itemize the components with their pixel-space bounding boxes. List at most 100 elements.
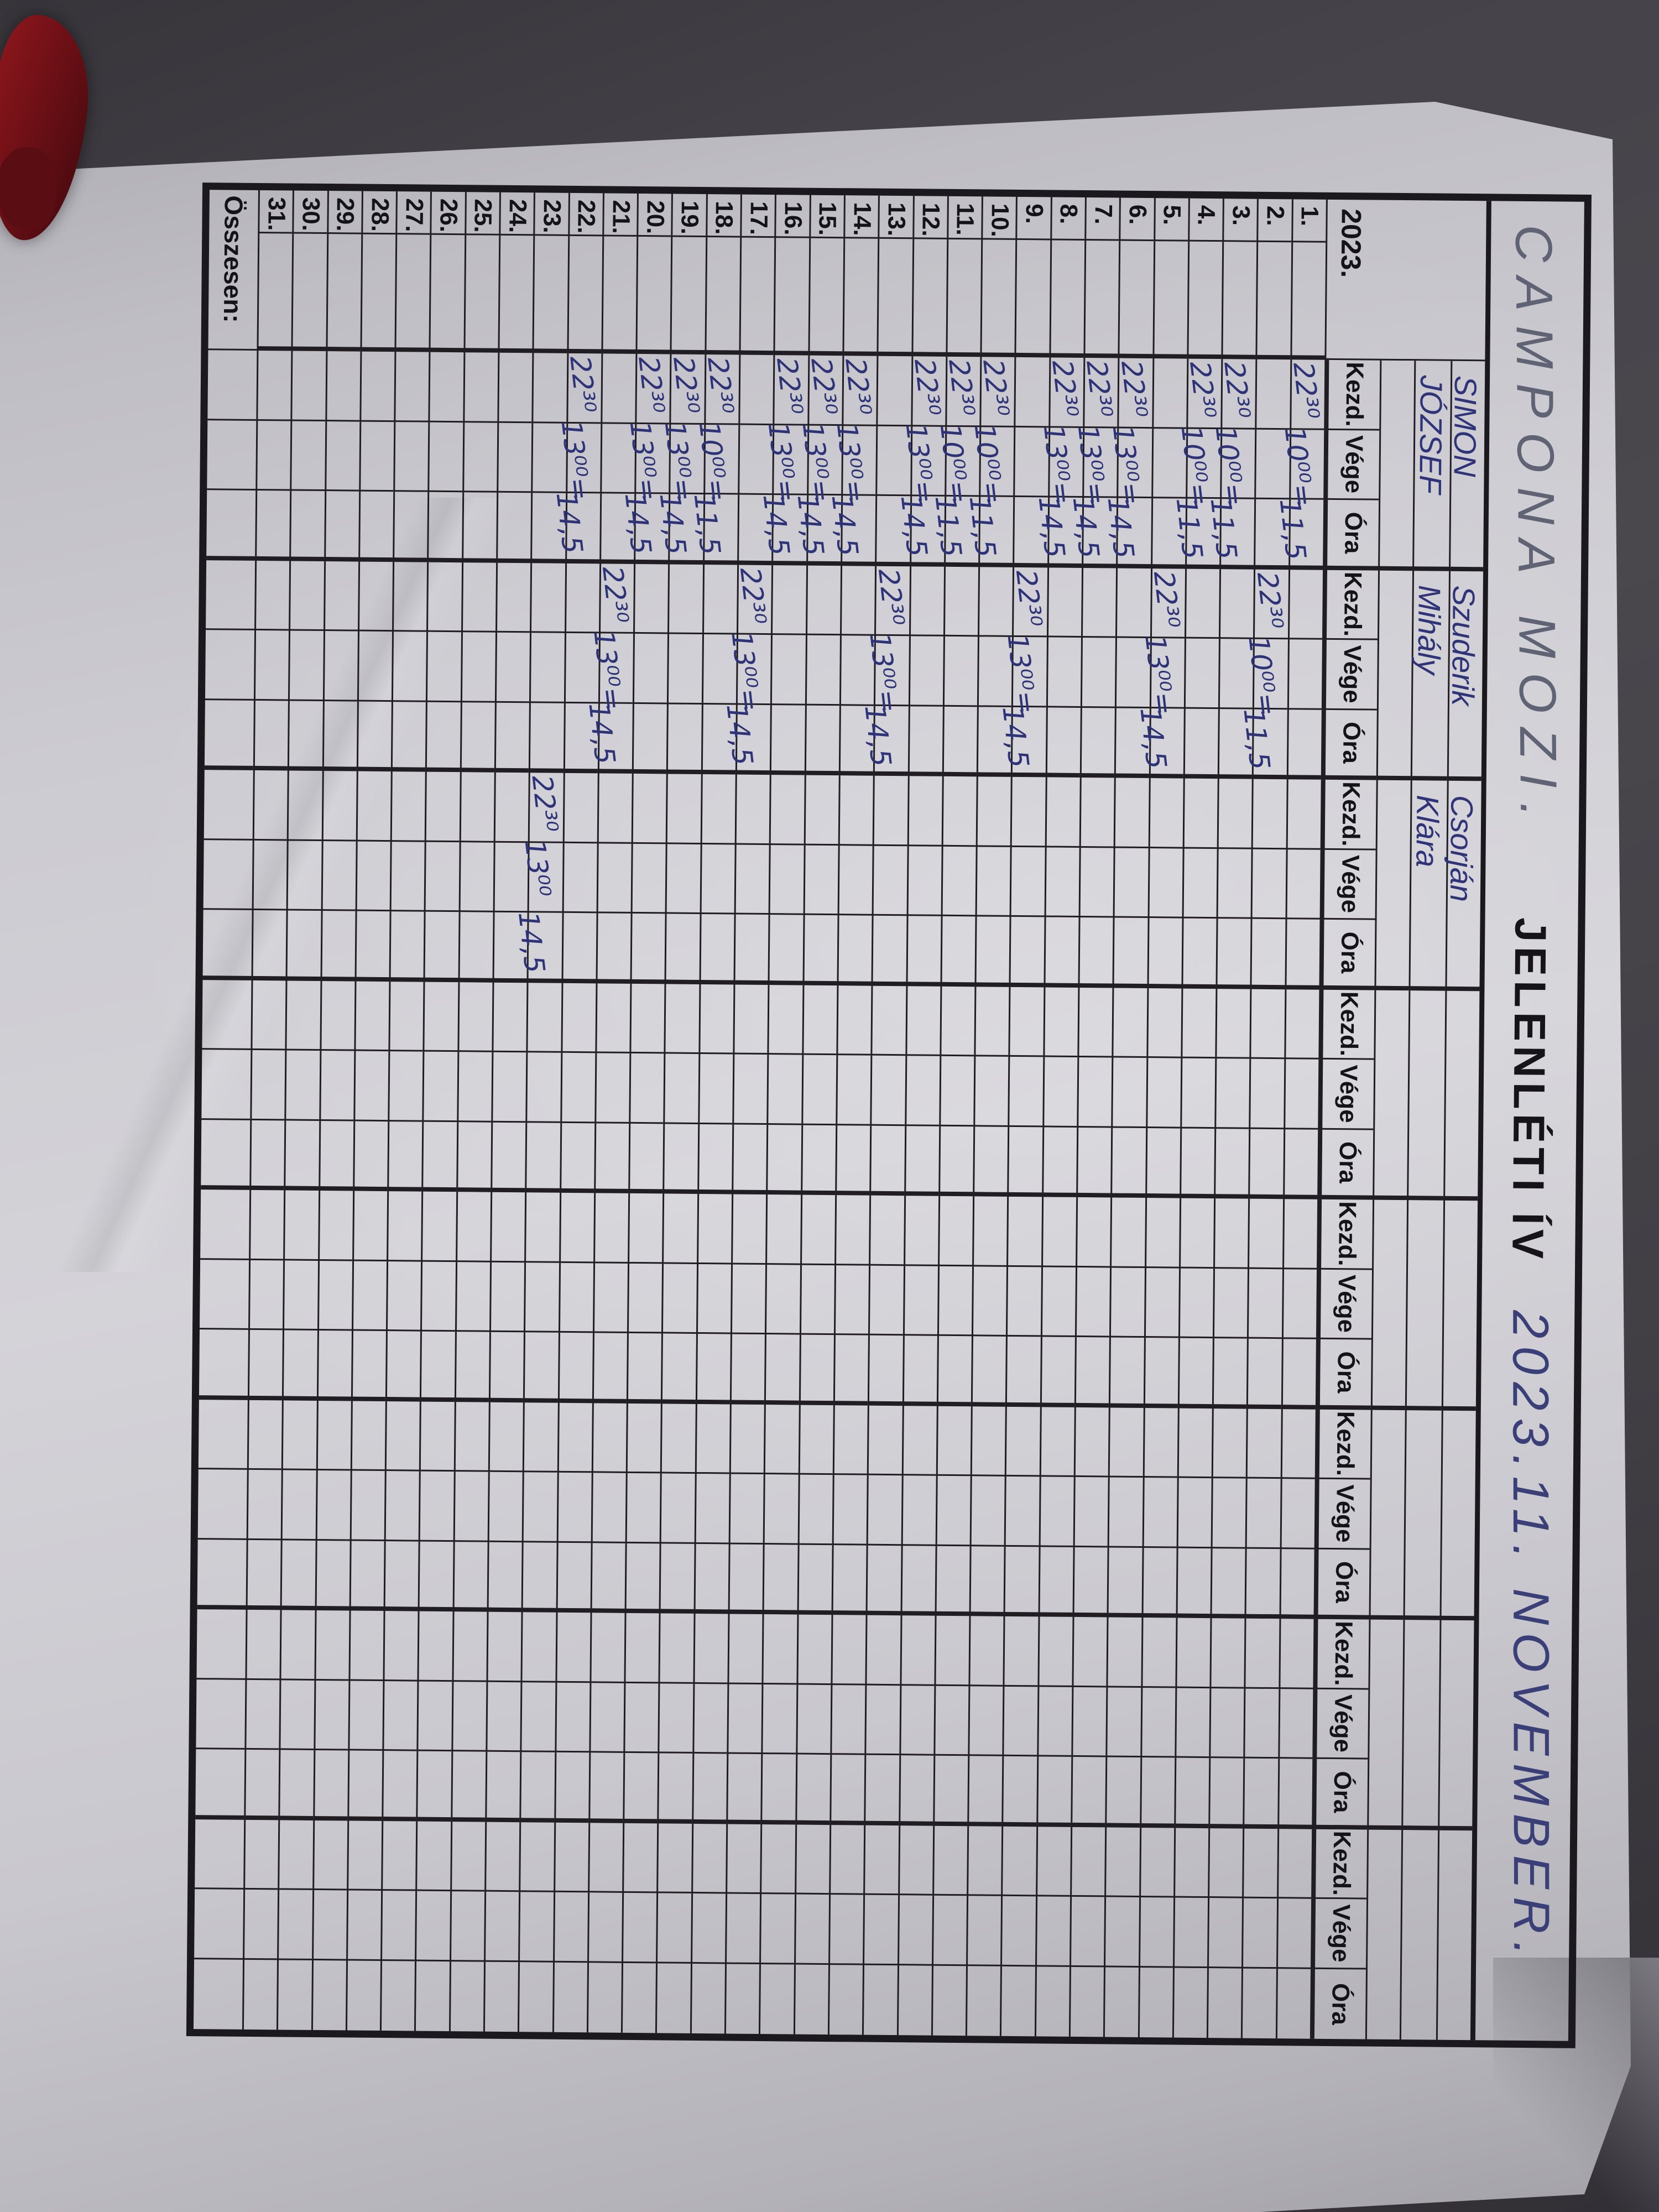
data-cell xyxy=(1040,1266,1076,1337)
handwritten-hours: 14,5 xyxy=(1032,494,1071,560)
data-cell xyxy=(759,1964,794,2034)
data-cell xyxy=(1036,1756,1072,1827)
data-cell xyxy=(905,916,941,987)
day-gap-cell xyxy=(1049,240,1085,358)
data-cell xyxy=(451,1751,486,1822)
data-cell xyxy=(942,706,977,777)
day-number-cell: 22. xyxy=(567,192,603,237)
handwritten-start-time: 22³⁰ xyxy=(1147,568,1186,630)
data-cell xyxy=(1115,568,1151,639)
data-cell xyxy=(801,1055,837,1125)
data-cell xyxy=(252,770,288,841)
data-cell xyxy=(898,1755,934,1826)
data-cell xyxy=(426,632,461,702)
data-cell xyxy=(625,1473,661,1543)
data-cell xyxy=(521,1472,557,1543)
data-cell xyxy=(869,1195,904,1266)
total-empty-cell xyxy=(202,979,252,1050)
data-cell xyxy=(796,1614,832,1685)
data-cell: 13⁰⁰ xyxy=(518,838,563,913)
data-cell xyxy=(278,1819,313,1890)
data-cell: 22³⁰ xyxy=(1046,357,1084,428)
data-cell xyxy=(967,1825,1002,1896)
data-cell xyxy=(1110,1197,1145,1268)
day-gap-cell xyxy=(1290,242,1326,360)
day-gap-cell xyxy=(1118,241,1154,359)
column-label-cell: Óra xyxy=(1321,709,1377,780)
employee-name-cell xyxy=(1441,1200,1478,1411)
header-blank-cell xyxy=(1374,780,1411,990)
data-cell xyxy=(564,563,600,634)
data-cell xyxy=(971,1336,1006,1407)
data-cell xyxy=(864,1755,899,1825)
data-cell xyxy=(1078,917,1113,988)
data-cell: 22³⁰ xyxy=(1147,568,1186,639)
data-cell xyxy=(902,1335,937,1406)
data-cell xyxy=(314,1610,349,1681)
data-cell xyxy=(1000,1896,1036,1966)
data-cell xyxy=(288,700,323,771)
data-cell: 14,5 xyxy=(512,910,562,983)
data-cell xyxy=(1214,1058,1250,1129)
data-cell xyxy=(769,775,805,846)
data-cell xyxy=(419,1401,455,1472)
day-gap-cell xyxy=(877,238,912,357)
column-label-cell: Kezd. xyxy=(1322,570,1379,640)
data-cell xyxy=(316,1330,352,1401)
data-cell xyxy=(348,1610,384,1681)
data-cell xyxy=(630,843,666,914)
data-cell: 14,5 xyxy=(583,701,633,774)
data-cell xyxy=(901,1405,937,1476)
data-cell xyxy=(1004,1476,1040,1547)
data-cell xyxy=(387,1191,422,1262)
day-number-cell: 18. xyxy=(706,194,741,238)
data-cell xyxy=(937,1266,973,1337)
data-cell xyxy=(485,1751,520,1822)
data-cell xyxy=(456,1121,492,1192)
column-label-cell: Óra xyxy=(1317,1129,1374,1200)
data-cell xyxy=(1212,1338,1248,1409)
data-cell xyxy=(658,1683,693,1754)
day-number-cell: 30. xyxy=(292,190,327,234)
data-cell xyxy=(733,984,768,1055)
data-cell xyxy=(1071,1687,1107,1757)
handwritten-hours: 14,5 xyxy=(1101,495,1140,560)
data-cell xyxy=(247,1400,283,1470)
data-cell xyxy=(518,1892,554,1963)
data-cell xyxy=(931,1895,967,1966)
data-cell xyxy=(631,773,667,844)
data-cell xyxy=(655,1963,691,2033)
data-cell xyxy=(834,1195,870,1266)
data-cell xyxy=(561,912,597,983)
data-cell xyxy=(520,1682,556,1752)
data-cell xyxy=(1251,779,1287,849)
day-number-cell: 20. xyxy=(637,193,672,237)
data-cell xyxy=(1104,1827,1140,1897)
data-cell xyxy=(864,1685,900,1756)
handwritten-start-time: 22³⁰ xyxy=(1250,570,1289,631)
data-cell xyxy=(415,1821,451,1892)
data-cell xyxy=(247,1329,283,1400)
data-cell xyxy=(867,1405,902,1476)
data-cell xyxy=(381,1820,416,1891)
day-number-cell: 21. xyxy=(602,193,638,237)
data-cell xyxy=(872,775,908,846)
data-cell xyxy=(253,630,289,701)
data-cell xyxy=(660,1473,695,1544)
total-empty-cell xyxy=(201,1050,251,1120)
data-cell xyxy=(1073,1407,1109,1478)
data-cell xyxy=(1183,638,1219,709)
data-cell xyxy=(1178,1268,1214,1339)
day-gap-cell xyxy=(567,236,603,354)
handwritten-start-time: 22³⁰ xyxy=(701,355,740,416)
data-cell xyxy=(1035,1826,1071,1897)
data-cell xyxy=(382,1751,417,1822)
title-date-handwritten: 2023.11. NOVEMBER. xyxy=(1502,1310,1560,1964)
data-cell xyxy=(832,1475,867,1546)
column-label-cell: Kezd. xyxy=(1313,1619,1369,1690)
data-cell xyxy=(452,1541,488,1612)
handwritten-start-time: 22³⁰ xyxy=(1287,360,1326,421)
data-cell xyxy=(941,846,976,917)
data-cell xyxy=(394,352,429,422)
data-cell xyxy=(1282,1129,1318,1199)
